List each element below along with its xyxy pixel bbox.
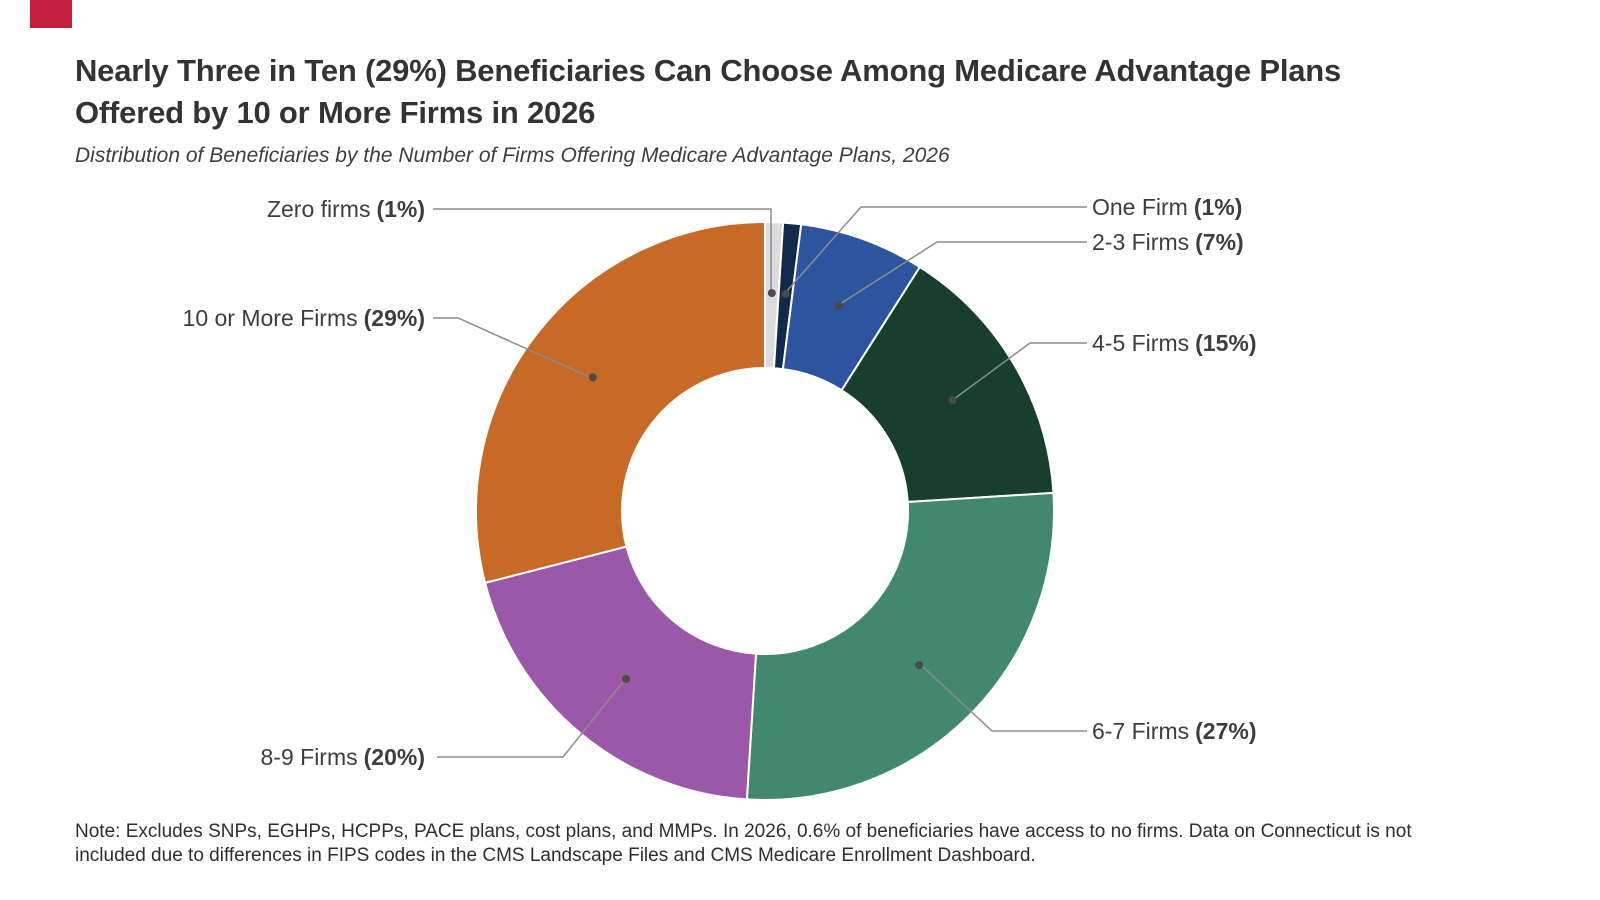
leader-lines	[433, 206, 1087, 758]
leader-line-zero-firms	[433, 208, 772, 291]
slice-label-10-or-more-firms: 10 or More Firms (29%)	[182, 305, 425, 331]
chart-note-line2: included due to differences in FIPS code…	[75, 844, 1036, 866]
chart-note-line1: Note: Excludes SNPs, EGHPs, HCPPs, PACE …	[75, 821, 1412, 842]
slice-label-8-9-firms: 8-9 Firms (20%)	[260, 744, 425, 770]
leader-line-2-3-firms	[839, 241, 1087, 305]
leader-line-one-firm	[785, 206, 1087, 293]
donut-segment-8-9-firms[interactable]	[484, 545, 758, 801]
donut-segment-4-5-firms[interactable]	[840, 265, 1055, 504]
donut-segments	[475, 221, 1055, 801]
chart-subtitle: Distribution of Beneficiaries by the Num…	[75, 144, 950, 167]
slice-label-2-3-firms: 2-3 Firms (7%)	[1092, 229, 1244, 255]
page-title-line2: Offered by 10 or More Firms in 2026	[75, 95, 596, 130]
page-title-line1: Nearly Three in Ten (29%) Beneficiaries …	[75, 53, 1342, 88]
slice-label-6-7-firms: 6-7 Firms (27%)	[1092, 718, 1257, 744]
leader-dot-2-3-firms	[834, 301, 843, 310]
donut-segment-10-or-more-firms[interactable]	[475, 221, 766, 584]
leader-dots	[588, 289, 957, 683]
chart-note: Note: Excludes SNPs, EGHPs, HCPPs, PACE …	[75, 820, 1412, 867]
leader-line-10-or-more-firms	[433, 317, 595, 380]
slice-label-one-firm: One Firm (1%)	[1092, 194, 1243, 220]
leader-dot-6-7-firms	[915, 661, 924, 670]
kff-brand-mark	[30, 0, 72, 28]
leader-line-6-7-firms	[919, 663, 1087, 732]
leader-dot-10-or-more-firms	[588, 373, 597, 382]
leader-line-4-5-firms	[953, 342, 1087, 400]
leader-dot-8-9-firms	[622, 674, 631, 683]
leader-dot-zero-firms	[767, 289, 776, 298]
page-title: Nearly Three in Ten (29%) Beneficiaries …	[75, 50, 1341, 134]
leader-dot-one-firm	[781, 289, 790, 298]
leader-line-8-9-firms	[437, 676, 628, 758]
donut-segment-6-7-firms[interactable]	[745, 491, 1055, 801]
slice-label-zero-firms: Zero firms (1%)	[266, 196, 425, 222]
leader-dot-4-5-firms	[948, 396, 957, 405]
slice-label-4-5-firms: 4-5 Firms (15%)	[1092, 330, 1257, 356]
